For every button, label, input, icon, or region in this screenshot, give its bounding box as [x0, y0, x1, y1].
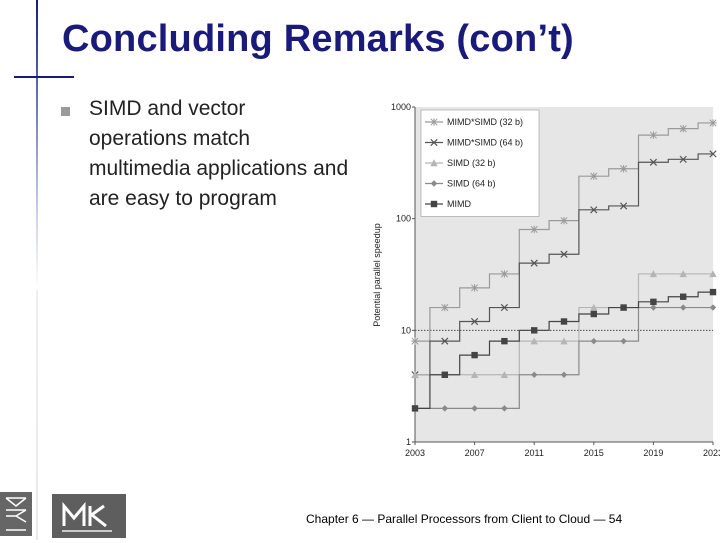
- data-point: [471, 351, 478, 359]
- legend-label: MIMD*SIMD (32 b): [447, 117, 523, 127]
- data-point: [650, 298, 657, 306]
- slide-title: Concluding Remarks (con’t): [62, 18, 574, 60]
- data-point: [411, 405, 419, 412]
- speedup-chart: 1 10 100 1000 2003 2007 2011 2015 2019 2023 MIMD*…: [372, 102, 720, 458]
- data-point: [590, 206, 598, 214]
- y-tick-label: 100: [396, 214, 411, 224]
- footer-chapter-text: Chapter 6 — Parallel Processors from Cli…: [306, 512, 623, 526]
- data-point: [620, 304, 627, 311]
- x-tick-label: 2007: [465, 448, 485, 458]
- data-point: [430, 200, 438, 208]
- data-point: [560, 371, 568, 378]
- data-point: [709, 270, 717, 278]
- legend-label: SIMD (64 b): [447, 179, 496, 189]
- mk-logo-icon: [62, 501, 112, 532]
- data-point: [650, 304, 657, 311]
- bullet-square-icon: [61, 107, 70, 116]
- data-point: [501, 337, 508, 345]
- data-point: [619, 165, 628, 173]
- mk-publisher-logo: [52, 494, 126, 538]
- data-point: [560, 337, 568, 345]
- data-point: [500, 270, 509, 278]
- x-tick-label: 2019: [643, 448, 663, 458]
- data-point: [620, 337, 627, 345]
- data-point: [530, 337, 538, 345]
- series-mimd-simd-64-b-: [411, 150, 717, 379]
- side-mk-logo: [0, 492, 32, 536]
- chart-legend: MIMD*SIMD (32 b) MIMD*SIMD (64 b) SIMD (32…: [420, 109, 540, 217]
- y-tick-label: 10: [401, 325, 411, 335]
- legend-label: MIMD: [447, 199, 471, 209]
- data-point: [411, 337, 419, 345]
- bullet-text: SIMD and vector operations match multime…: [89, 97, 349, 210]
- data-point: [430, 180, 438, 187]
- data-point: [709, 304, 717, 311]
- series-mimd: [411, 288, 717, 412]
- data-point: [619, 202, 628, 210]
- data-point: [441, 337, 449, 345]
- data-point: [560, 216, 568, 225]
- data-point: [679, 155, 687, 163]
- legend-label: MIMD*SIMD (64 b): [447, 138, 523, 148]
- data-point: [441, 303, 449, 312]
- x-tick-label: 2011: [525, 448, 544, 458]
- data-point: [649, 158, 658, 166]
- data-point: [430, 159, 438, 167]
- data-point: [430, 118, 438, 126]
- data-point: [560, 250, 568, 258]
- data-point: [430, 138, 438, 147]
- data-point: [530, 225, 538, 234]
- chart-axes: 1 10 100 1000 2003 2007 2011 2015 2019 2023: [391, 102, 720, 458]
- data-point: [590, 310, 597, 318]
- data-point: [500, 371, 509, 378]
- x-tick-label: 2015: [584, 448, 604, 458]
- data-point: [649, 131, 658, 139]
- y-tick-label: 1: [406, 437, 411, 447]
- data-point: [709, 119, 717, 127]
- data-point: [441, 405, 448, 412]
- mk-vertical-logo-icon: [5, 497, 27, 531]
- data-point: [441, 371, 448, 378]
- y-tick-label: 1000: [391, 102, 411, 112]
- data-point: [709, 288, 717, 296]
- series-mimd-simd-32-b-: [411, 119, 717, 345]
- legend-label: SIMD (32 b): [447, 158, 496, 168]
- data-point: [560, 318, 568, 325]
- data-point: [471, 405, 478, 412]
- series-line: [415, 273, 713, 376]
- data-point: [680, 293, 687, 300]
- title-accent-vertical-bar: [36, 0, 38, 290]
- data-point: [709, 150, 717, 158]
- chart-y-axis-label: Potential parallel speedup: [372, 223, 382, 327]
- data-point: [530, 259, 538, 267]
- data-point: [679, 270, 687, 278]
- data-point: [590, 172, 598, 180]
- x-tick-label: 2023: [703, 448, 720, 458]
- data-point: [649, 270, 658, 278]
- title-accent-horizontal-bar: [14, 76, 74, 78]
- data-point: [470, 371, 479, 378]
- data-point: [470, 317, 479, 326]
- data-point: [500, 303, 509, 312]
- x-tick-label: 2003: [405, 448, 425, 458]
- data-point: [531, 327, 538, 334]
- chart-series: [411, 119, 717, 412]
- data-point: [470, 284, 479, 292]
- data-point: [501, 405, 508, 412]
- data-point: [679, 124, 687, 133]
- side-accent-line: [36, 290, 38, 540]
- data-point: [590, 303, 598, 311]
- data-point: [411, 371, 419, 378]
